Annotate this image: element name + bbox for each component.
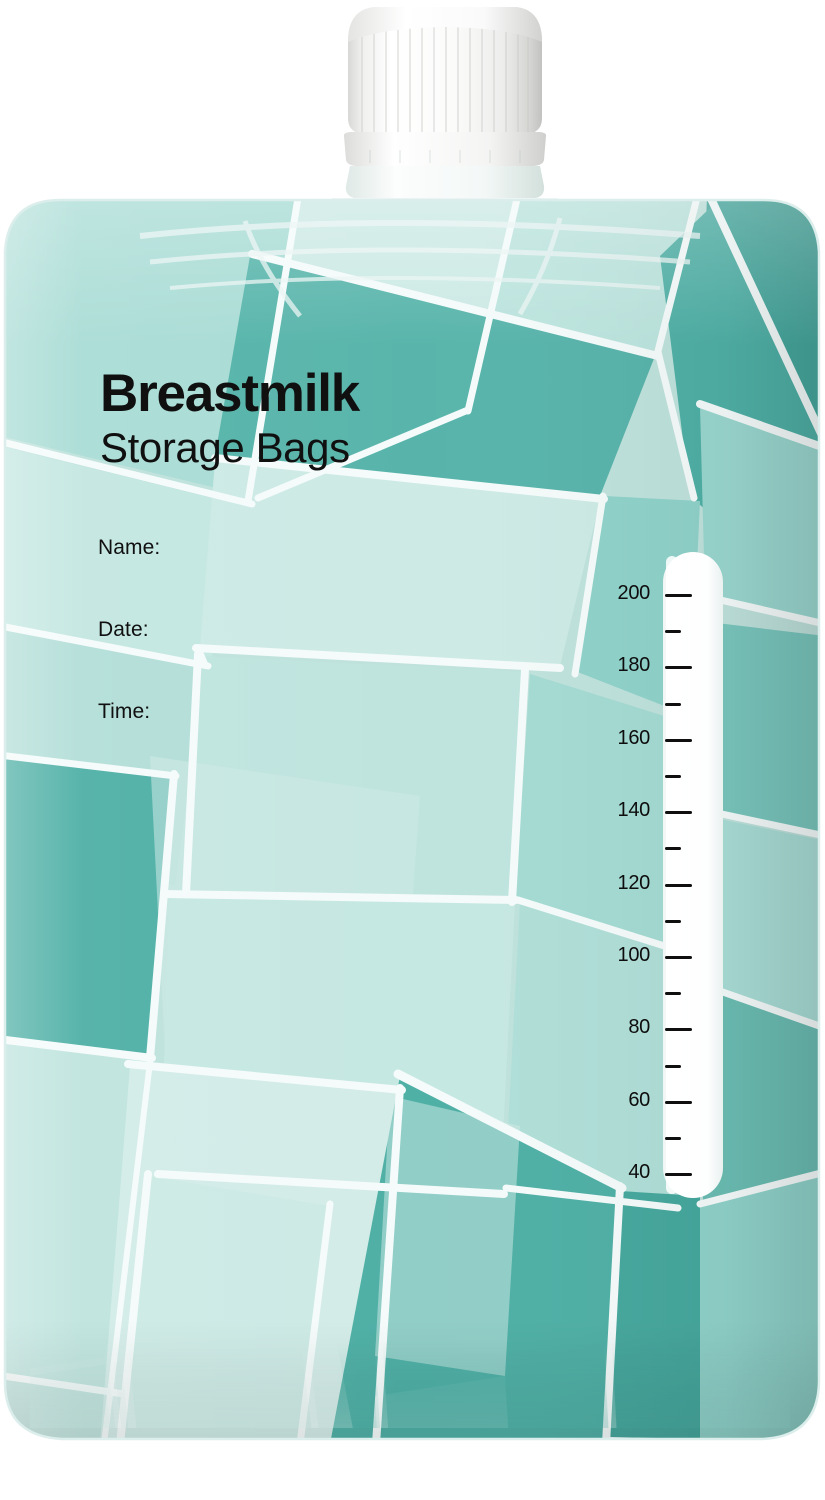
tamper-ring (343, 132, 547, 166)
label-field-name: Name: (98, 536, 161, 559)
scale-tick-mark-60 (665, 1100, 692, 1104)
label-field-date: Date: (98, 618, 149, 641)
scale-tick-mark-130 (665, 847, 681, 851)
product-title-line1: Breastmilk (100, 364, 360, 423)
tamper-ring-perforations (369, 150, 521, 163)
scale-tick-mark-140 (665, 811, 692, 815)
cap-top (348, 7, 542, 42)
measurement-scale: 200 180 160 140 120 100 80 60 40 (596, 546, 736, 1206)
scale-tick-mark-160 (665, 738, 692, 742)
scale-tick-label-80: 80 (628, 1016, 650, 1039)
scale-tick-mark-180 (665, 666, 692, 670)
scale-tick-label-160: 160 (617, 726, 651, 749)
spout-neck (345, 166, 545, 198)
pouch-outline (30, 1311, 790, 1428)
scale-tick-mark-170 (665, 702, 681, 706)
scale-tick-mark-80 (665, 1028, 692, 1032)
scale-tick-label-180: 180 (617, 654, 651, 677)
scale-tick-label-60: 60 (628, 1088, 650, 1111)
scale-tick-label-200: 200 (617, 582, 651, 604)
scale-tick-mark-90 (665, 992, 681, 996)
surface-reflection (30, 1308, 790, 1428)
pouch-outline (3, 198, 821, 1441)
product-title-line2: Storage Bags (100, 424, 350, 471)
scale-tick-mark-50 (665, 1137, 681, 1140)
scale-tick-label-140: 140 (617, 799, 651, 822)
scale-tick-mark-40 (665, 1173, 692, 1177)
scale-tick-label-120: 120 (617, 871, 651, 894)
label-field-time: Time: (98, 700, 151, 723)
pouch-artwork (30, 1313, 790, 1428)
scale-tick-label-40: 40 (628, 1161, 650, 1184)
scale-tick-mark-120 (665, 883, 692, 887)
scale-tick-mark-110 (665, 919, 681, 923)
screw-cap (330, 0, 560, 215)
scale-tick-mark-190 (665, 630, 681, 634)
scale-tick-label-100: 100 (617, 944, 651, 966)
scale-tick-mark-70 (665, 1064, 681, 1068)
scale-tick-mark-150 (665, 775, 681, 778)
scale-tick-mark-100 (665, 956, 692, 959)
scale-tick-mark-200 (665, 594, 692, 597)
pouch-body (0, 196, 825, 1444)
measuring-strip-highlight (666, 556, 678, 1194)
